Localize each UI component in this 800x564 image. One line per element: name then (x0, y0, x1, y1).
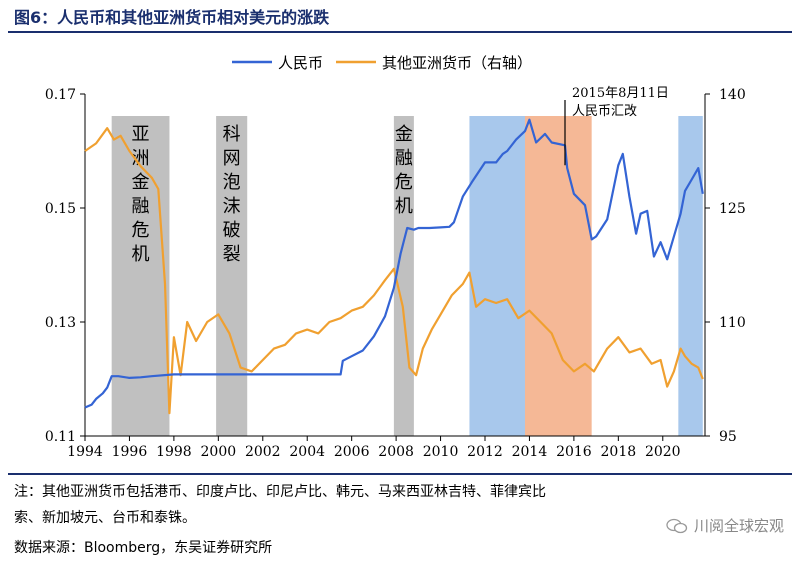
region-label-char: 金 (395, 124, 413, 145)
annotation-line-2: 人民币汇改 (572, 104, 637, 119)
x-tick-label: 2000 (201, 444, 237, 460)
shaded-region-4 (525, 116, 592, 436)
x-tick-label: 1998 (156, 444, 192, 460)
y-left-tick-label: 0.13 (45, 315, 76, 331)
watermark: 川阅全球宏观 (666, 515, 784, 536)
y-left-tick-label: 0.17 (45, 87, 76, 103)
data-source: 数据来源：Bloomberg，东吴证券研究所 (14, 540, 273, 556)
region-label-char: 机 (395, 196, 413, 217)
series-line-2 (84, 127, 704, 415)
series-lines (84, 118, 704, 415)
y-right-tick-label: 95 (719, 429, 737, 445)
annotation-line-1: 2015年8月11日 (572, 86, 669, 101)
y-left-tick-label: 0.15 (45, 201, 76, 217)
figure-title: 图6：人民币和其他亚洲货币相对美元的涨跌 (14, 8, 330, 27)
region-label-char: 融 (395, 148, 413, 169)
x-tick-label: 1994 (67, 444, 103, 460)
watermark-text: 川阅全球宏观 (693, 517, 784, 535)
region-label-char: 破 (223, 220, 241, 241)
y-right-tick-label: 140 (719, 87, 746, 103)
region-label-char: 机 (132, 244, 150, 265)
y-left-tick-label: 0.11 (45, 429, 76, 445)
region-label-char: 洲 (132, 148, 150, 169)
shaded-region-1 (216, 116, 248, 436)
x-tick-label: 2016 (556, 444, 592, 460)
region-label-char: 科 (223, 124, 241, 145)
x-tick-label: 2014 (512, 444, 548, 460)
x-tick-label: 1996 (112, 444, 148, 460)
region-label-char: 危 (395, 172, 413, 193)
shaded-region-0 (111, 116, 170, 436)
x-tick-label: 2010 (423, 444, 459, 460)
x-tick-label: 2002 (245, 444, 281, 460)
x-tick-label: 2004 (289, 444, 325, 460)
legend-label-2: 其他亚洲货币（右轴） (382, 54, 532, 72)
shaded-region-5 (678, 116, 703, 436)
series-line-1 (84, 118, 704, 409)
region-label-char: 网 (223, 148, 241, 169)
region-label-char: 裂 (223, 244, 241, 265)
x-tick-label: 2020 (645, 444, 681, 460)
region-label-char: 融 (132, 196, 150, 217)
shaded-region-3 (469, 116, 525, 436)
y-right-tick-label: 110 (719, 315, 746, 331)
legend-label-1: 人民币 (278, 54, 323, 72)
region-label-char: 沫 (223, 196, 241, 217)
footer-rule (8, 473, 792, 475)
note-line-2: 索、新加坡元、台币和泰铢。 (14, 510, 196, 526)
x-tick-label: 2008 (378, 444, 414, 460)
region-label-char: 亚 (132, 124, 150, 145)
wechat-icon (666, 518, 688, 533)
note-line-1: 注：其他亚洲货币包括港币、印度卢比、印尼卢比、韩元、马来西亚林吉特、菲律宾比 (14, 484, 546, 500)
legend: 人民币 其他亚洲货币（右轴） (232, 54, 532, 72)
region-label-char: 金 (132, 172, 150, 193)
region-label-char: 危 (132, 220, 150, 241)
title-rule (8, 31, 792, 33)
x-tick-label: 2006 (334, 444, 370, 460)
y-right-tick-label: 125 (719, 201, 746, 217)
x-tick-label: 2018 (601, 444, 637, 460)
region-label-char: 泡 (223, 172, 241, 193)
x-tick-label: 2012 (467, 444, 503, 460)
axes: 1994 1996 1998 2000 2002 2004 2006 2008 2010 2012… (45, 87, 746, 460)
